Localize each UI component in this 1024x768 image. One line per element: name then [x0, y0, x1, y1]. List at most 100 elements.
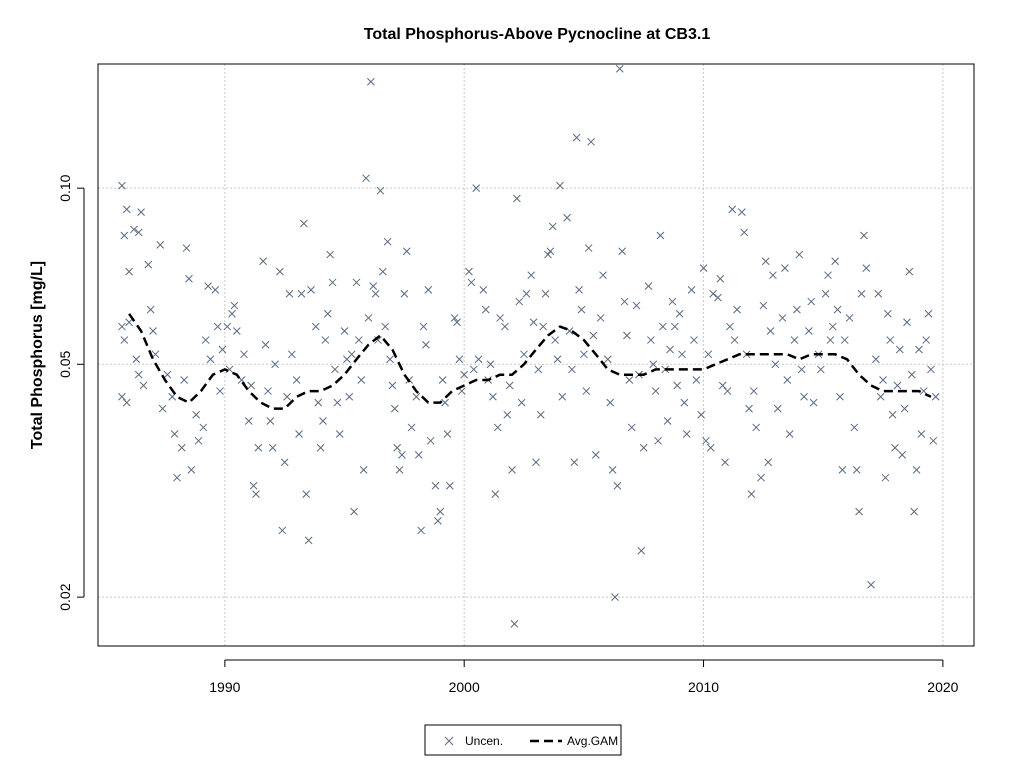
data-point: [761, 257, 770, 266]
data-point: [364, 314, 373, 322]
data-point: [436, 507, 445, 516]
data-point: [730, 336, 739, 344]
data-point: [615, 64, 624, 73]
data-point: [570, 458, 579, 467]
data-point: [285, 289, 294, 298]
data-point: [915, 345, 923, 354]
y-axis-label: Total Phosphorus [mg/L]: [29, 261, 46, 449]
data-point: [137, 208, 145, 216]
data-point: [816, 365, 825, 374]
data-point: [472, 184, 481, 193]
data-point: [752, 423, 761, 432]
data-point: [627, 423, 636, 432]
data-point: [381, 322, 390, 331]
data-point: [481, 305, 490, 314]
data-point: [912, 466, 921, 474]
data-point: [558, 392, 567, 401]
data-point: [204, 282, 212, 291]
data-point: [206, 355, 215, 364]
data-point: [120, 336, 129, 344]
data-point: [572, 133, 581, 142]
data-point: [903, 318, 911, 327]
data-point: [917, 430, 926, 438]
data-point: [371, 289, 380, 298]
data-point: [271, 360, 279, 369]
data-point: [680, 398, 689, 407]
data-point: [759, 301, 768, 310]
data-point: [177, 443, 186, 452]
data-point: [541, 289, 550, 298]
data-point: [232, 327, 241, 335]
data-point: [606, 398, 615, 407]
data-point: [898, 451, 907, 459]
data-point: [465, 267, 473, 276]
data-point: [682, 430, 691, 438]
data-point: [527, 271, 536, 280]
data-point: [879, 376, 887, 384]
data-point: [417, 526, 425, 535]
data-point: [639, 443, 648, 452]
data-point: [697, 410, 706, 419]
data-point: [512, 194, 521, 203]
data-point: [264, 387, 272, 395]
data-point: [663, 417, 672, 425]
data-point: [366, 77, 375, 86]
data-point: [529, 318, 538, 327]
data-point: [125, 267, 133, 276]
data-point: [745, 404, 753, 413]
data-point: [261, 340, 270, 349]
data-point: [240, 350, 248, 359]
data-point: [687, 286, 696, 294]
data-point: [213, 322, 222, 331]
data-point: [350, 507, 358, 516]
data-point: [608, 466, 617, 474]
data-point: [764, 458, 773, 467]
y-tick-label: 0.02: [57, 583, 73, 610]
data-point: [883, 309, 892, 318]
data-point: [656, 231, 665, 240]
data-point: [359, 466, 368, 474]
x-tick-label: 2010: [688, 679, 719, 695]
data-point: [299, 219, 308, 228]
data-point: [553, 355, 562, 364]
data-point: [704, 350, 713, 359]
data-point: [314, 398, 323, 407]
data-point: [450, 314, 459, 322]
data-point: [496, 314, 504, 322]
data-point: [333, 398, 342, 407]
data-point: [804, 327, 813, 335]
data-point: [874, 289, 883, 298]
data-point: [508, 466, 516, 474]
data-point: [295, 430, 303, 438]
data-point: [194, 436, 203, 445]
data-point: [280, 458, 289, 467]
data-point: [783, 376, 792, 384]
legend: Uncen. Avg.GAM: [424, 724, 622, 756]
legend-uncen-marker: [444, 736, 454, 746]
data-point: [548, 222, 557, 231]
data-point: [434, 517, 442, 525]
data-point: [426, 436, 435, 445]
data-point: [692, 376, 701, 384]
data-point: [431, 481, 440, 490]
data-point: [180, 376, 189, 384]
data-point: [345, 392, 354, 401]
x-axis: 1990 2000 2010 2020: [209, 659, 959, 695]
data-point: [395, 466, 404, 474]
data-point: [292, 376, 301, 384]
data-point: [733, 305, 741, 314]
data-point: [515, 297, 524, 306]
data-point: [501, 322, 509, 331]
data-point: [503, 410, 512, 419]
data-point: [673, 381, 682, 390]
data-point: [134, 228, 143, 237]
data-point: [383, 237, 392, 246]
data-point: [118, 181, 126, 190]
data-point: [781, 264, 789, 272]
data-point: [668, 297, 677, 306]
legend-uncen-label: Uncen.: [465, 734, 503, 748]
data-point: [800, 392, 808, 401]
data-point: [551, 336, 560, 344]
data-point: [259, 257, 268, 266]
data-point: [824, 271, 832, 280]
